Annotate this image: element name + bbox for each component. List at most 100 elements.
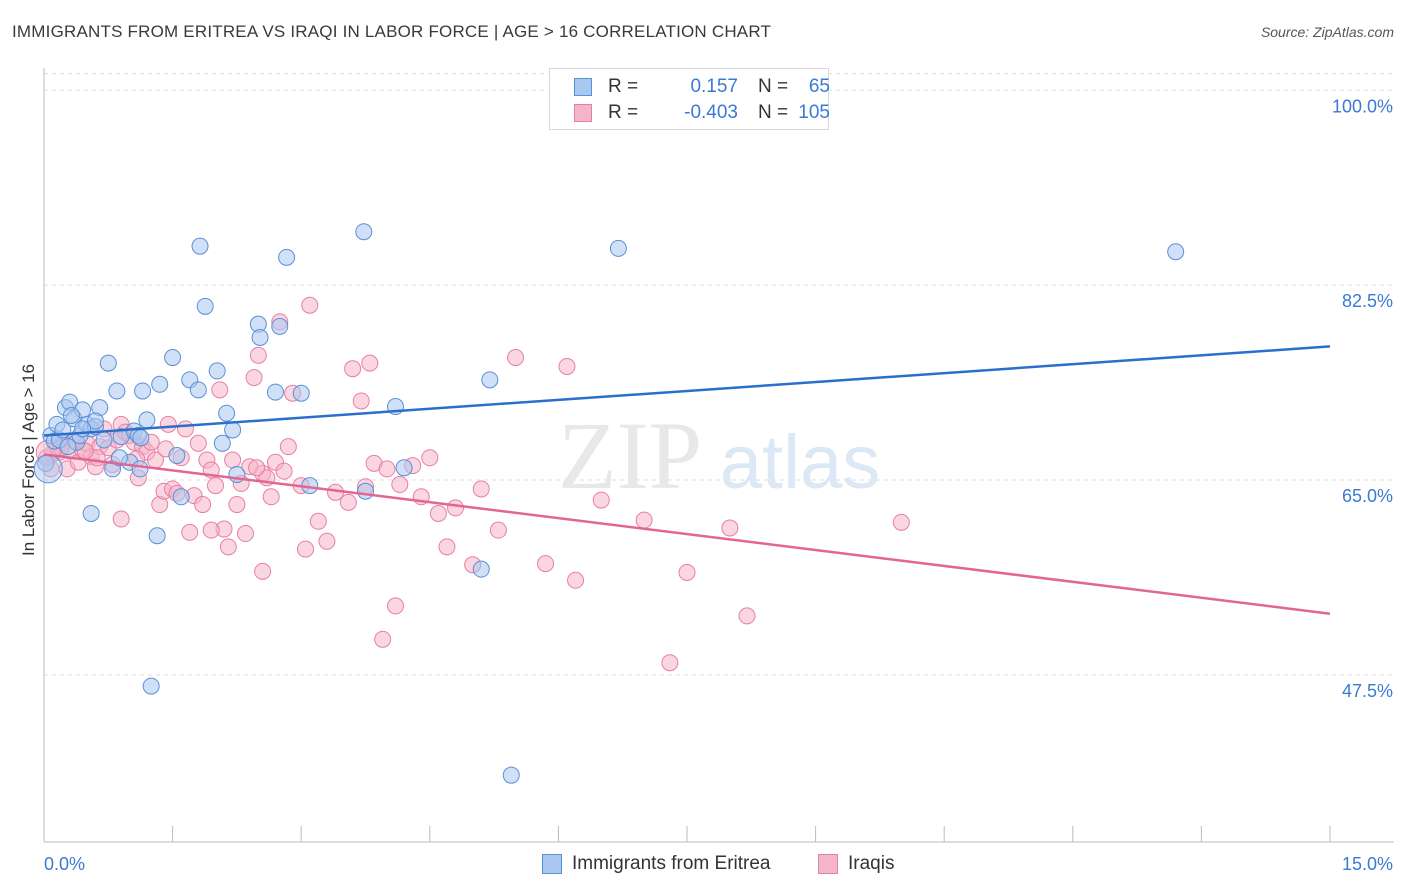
bottom-legend-iraqis: Iraqis: [818, 852, 894, 876]
legend-r-value: -0.403: [684, 102, 738, 123]
iraqis-point: [661, 654, 679, 672]
eritrea-point: [472, 560, 490, 578]
iraqis-point: [206, 477, 224, 495]
iraqis-point: [558, 357, 576, 375]
iraqis-trend-line: [43, 453, 1331, 615]
iraqis-point: [249, 346, 267, 364]
iraqis-point: [219, 538, 237, 556]
legend-n-value: 65: [808, 76, 830, 97]
eritrea-point: [82, 504, 100, 522]
eritrea-trend-line: [43, 345, 1331, 437]
iraqis-point: [236, 525, 254, 543]
iraqis-point: [438, 538, 456, 556]
source-credit: Source: ZipAtlas.com: [1260, 24, 1394, 40]
legend-n-label: N =: [758, 102, 789, 123]
iraqis-point: [309, 512, 327, 530]
eritrea-point: [151, 375, 169, 393]
eritrea-point: [86, 412, 104, 430]
iraqis-point: [228, 496, 246, 514]
eritrea-point: [266, 383, 284, 401]
eritrea-point: [355, 223, 373, 241]
eritrea-point-cluster: [33, 454, 63, 484]
iraqis-point: [892, 513, 910, 531]
eritrea-point: [218, 404, 236, 422]
iraqis-point: [738, 607, 756, 625]
iraqis-point: [344, 360, 362, 378]
eritrea-point: [278, 248, 296, 266]
eritrea-point: [271, 317, 289, 335]
eritrea-point: [59, 438, 77, 456]
iraqis-point: [194, 496, 212, 514]
watermark-zip: ZIP: [558, 402, 702, 509]
iraqis-point: [189, 434, 207, 452]
iraqis-point: [378, 460, 396, 478]
bottom-legend-eritrea: Immigrants from Eritrea: [542, 852, 770, 876]
chart-title: IMMIGRANTS FROM ERITREA VS IRAQI IN LABO…: [12, 22, 772, 41]
iraqis-point: [635, 511, 653, 529]
bottom-legend-swatch-pink: [818, 854, 838, 874]
eritrea-point: [142, 677, 160, 695]
eritrea-point: [99, 354, 117, 372]
eritrea-point: [251, 329, 269, 347]
bottom-legend-label-iraqis: Iraqis: [848, 853, 895, 874]
iraqis-point: [391, 476, 409, 494]
iraqis-point: [245, 369, 263, 387]
iraqis-point: [567, 571, 585, 589]
iraqis-point: [721, 519, 739, 537]
iraqis-point: [296, 540, 314, 558]
iraqis-point: [224, 451, 242, 469]
correlation-legend: R = 0.157 N = 65 R = -0.403 N = 105: [549, 68, 830, 130]
legend-r-label: R =: [608, 102, 639, 123]
eritrea-point: [481, 371, 499, 389]
iraqis-point: [176, 420, 194, 438]
legend-n-value: 105: [798, 102, 830, 123]
watermark: ZIP atlas: [558, 402, 880, 509]
iraqis-point: [387, 597, 405, 615]
iraqis-point: [339, 493, 357, 511]
eritrea-point: [292, 384, 310, 402]
eritrea-point: [110, 449, 128, 467]
iraqis-point: [489, 521, 507, 539]
eritrea-point: [224, 421, 242, 439]
iraqis-point: [374, 630, 392, 648]
y-axis-label: In Labor Force | Age > 16: [19, 364, 38, 556]
eritrea-point: [148, 527, 166, 545]
eritrea-point: [108, 382, 126, 400]
iraqis-point: [678, 563, 696, 581]
eritrea-point: [357, 482, 374, 500]
iraqis-point: [421, 449, 439, 467]
iraqis-point: [472, 480, 490, 498]
iraqis-point: [181, 523, 199, 541]
eritrea-point: [502, 766, 520, 784]
y-tick-label: 65.0%: [1342, 486, 1393, 506]
legend-swatch-pink: [574, 104, 592, 122]
trend-lines: [43, 345, 1331, 615]
iraqis-point: [429, 504, 447, 522]
iraqis-point: [275, 462, 293, 480]
iraqis-point: [301, 296, 319, 314]
iraqis-point: [592, 491, 610, 509]
y-tick-label: 82.5%: [1342, 291, 1393, 311]
eritrea-point: [1167, 243, 1185, 261]
legend-n-label: N =: [758, 76, 789, 97]
eritrea-point: [62, 406, 80, 424]
iraqis-point: [279, 438, 297, 456]
eritrea-point: [609, 239, 627, 257]
iraqis-point: [537, 555, 555, 573]
eritrea-point: [95, 431, 113, 449]
x-tick-label-min: 0.0%: [44, 854, 85, 874]
y-tick-label: 47.5%: [1342, 681, 1393, 701]
x-tick-label-max: 15.0%: [1342, 854, 1393, 874]
eritrea-point: [132, 429, 150, 447]
iraqis-point: [254, 562, 272, 580]
bottom-legend-swatch-blue: [542, 854, 562, 874]
watermark-atlas: atlas: [720, 420, 881, 505]
eritrea-point: [138, 411, 156, 429]
eritrea-point: [134, 382, 152, 400]
legend-swatch-blue: [574, 78, 592, 96]
iraqis-point: [211, 381, 229, 399]
iraqis-point: [352, 392, 370, 410]
iraqis-point: [447, 499, 465, 517]
eritrea-point: [208, 362, 226, 380]
